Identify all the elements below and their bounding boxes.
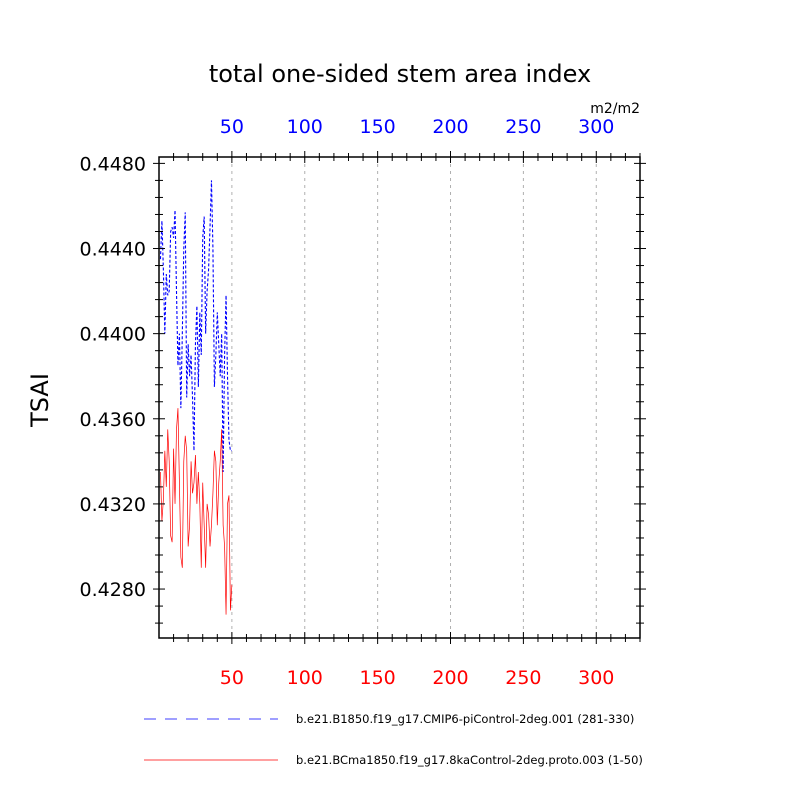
tick-labels: 0.4280 0.4320 0.4360 0.4400 0.4440 0.4480 50 50…: [80, 116, 615, 689]
chart-title: total one-sided stem area index: [209, 60, 591, 88]
y-tick-label: 0.4280: [80, 579, 146, 601]
y-tick-label: 0.4320: [80, 494, 146, 516]
series-line-2: [160, 408, 233, 615]
y-tick-label: 0.4400: [80, 324, 146, 346]
legend-label-1: b.e21.B1850.f19_g17.CMIP6-piControl-2deg…: [296, 712, 634, 726]
y-tick-label: 0.4480: [80, 153, 146, 175]
series-line-1: [159, 180, 232, 472]
legend-label-2: b.e21.BCma1850.f19_g17.8kaControl-2deg.p…: [296, 753, 643, 767]
y-tick-label: 0.4440: [80, 239, 146, 261]
y-tick-label: 0.4360: [80, 409, 146, 431]
vertical-gridlines: [231, 157, 597, 638]
x-tick-label-top: 200: [432, 116, 468, 138]
x-tick-label-bottom: 50: [220, 667, 244, 689]
legend: b.e21.B1850.f19_g17.CMIP6-piControl-2deg…: [144, 712, 643, 767]
x-tick-label-bottom: 100: [287, 667, 323, 689]
x-tick-label-top: 100: [287, 116, 323, 138]
x-tick-label-top: 250: [505, 116, 541, 138]
plot-frame: [158, 156, 641, 639]
x-tick-label-bottom: 200: [432, 667, 468, 689]
y-axis-label: TSAI: [26, 373, 54, 428]
x-tick-label-bottom: 300: [578, 667, 614, 689]
x-tick-label-top: 150: [360, 116, 396, 138]
x-tick-label-bottom: 250: [505, 667, 541, 689]
x-tick-label-top: 50: [220, 116, 244, 138]
x-tick-label-bottom: 150: [360, 667, 396, 689]
series-layer: [159, 180, 233, 615]
units-label: m2/m2: [590, 101, 640, 117]
x-tick-label-top: 300: [578, 116, 614, 138]
